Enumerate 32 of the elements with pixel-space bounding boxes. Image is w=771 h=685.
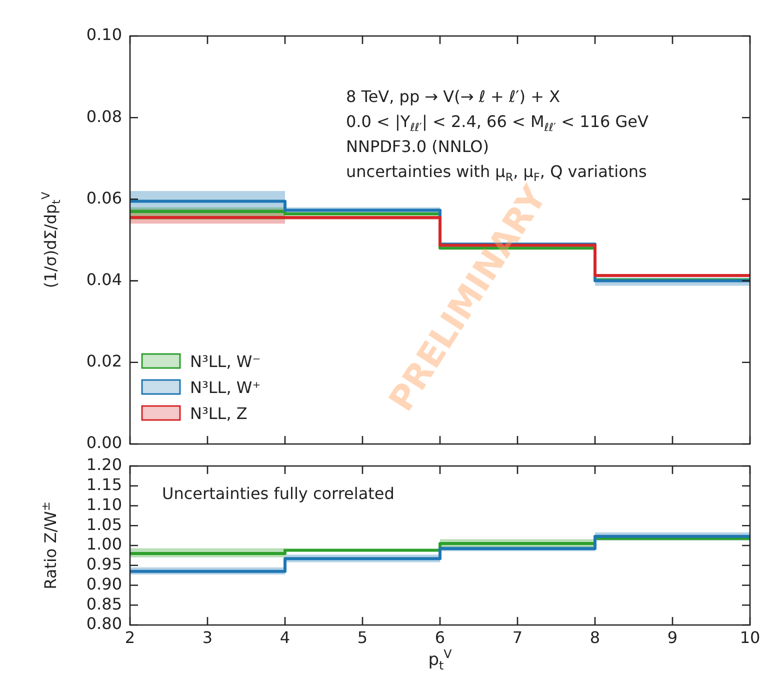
x-tick-label: 6 bbox=[434, 628, 446, 648]
y-tick-label: 1.15 bbox=[86, 475, 122, 494]
y-tick-label: 0.04 bbox=[86, 270, 122, 289]
y-tick-label: 0.85 bbox=[86, 594, 122, 614]
y-tick-label: 1.05 bbox=[86, 514, 122, 534]
y-tick-label: 0.10 bbox=[86, 25, 122, 44]
x-tick-label: 5 bbox=[357, 628, 368, 648]
legend-label: N³LL, W⁺ bbox=[190, 378, 261, 397]
legend-label: N³LL, Z bbox=[190, 404, 248, 423]
y-tick-label: 0.90 bbox=[86, 574, 122, 594]
y-tick-label: 0.06 bbox=[86, 188, 122, 208]
x-tick-label: 9 bbox=[667, 628, 678, 648]
y-tick-label: 0.00 bbox=[86, 433, 122, 452]
annotation: 8 TeV, pp → V(→ ℓ + ℓ′) + X bbox=[346, 87, 560, 106]
y-tick-label: 0.80 bbox=[86, 614, 122, 634]
x-tick-label: 3 bbox=[202, 628, 213, 648]
y-tick-label: 0.08 bbox=[86, 106, 122, 126]
annotation: Uncertainties fully correlated bbox=[162, 484, 394, 503]
annotation: NNPDF3.0 (NNLO) bbox=[346, 137, 489, 156]
y-tick-label: 0.02 bbox=[86, 352, 122, 371]
x-tick-label: 7 bbox=[512, 628, 523, 648]
legend-label: N³LL, W⁻ bbox=[190, 352, 261, 371]
x-tick-label: 2 bbox=[124, 628, 136, 648]
x-tick-label: 8 bbox=[590, 628, 600, 648]
y-tick-label: 0.95 bbox=[86, 554, 122, 574]
y-axis-title: Ratio Z/W± bbox=[40, 502, 60, 590]
y-axis-title: (1/σ)dΣ/dptV bbox=[40, 192, 63, 288]
y-tick-label: 1.20 bbox=[86, 455, 122, 474]
x-tick-label: 4 bbox=[280, 628, 290, 648]
y-tick-label: 1.00 bbox=[86, 534, 122, 554]
y-tick-label: 1.10 bbox=[86, 494, 122, 514]
x-tick-label: 10 bbox=[740, 628, 760, 648]
